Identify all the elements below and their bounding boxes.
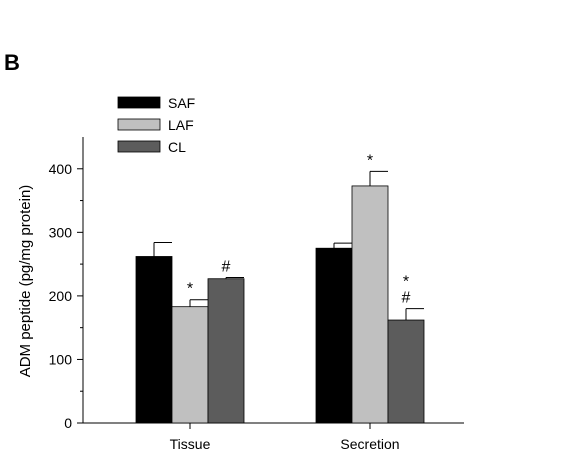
bar-saf-secretion xyxy=(315,247,353,424)
panel-letter: B xyxy=(4,50,20,75)
x-axis: Tissue Secretion xyxy=(83,422,464,452)
y-axis-label: ADM peptide (pg/mg protein) xyxy=(17,185,34,378)
legend: SAF LAF CL xyxy=(117,95,195,155)
significance-marker: * xyxy=(367,152,373,169)
legend-label-saf: SAF xyxy=(168,95,195,111)
legend-label-laf: LAF xyxy=(168,117,194,133)
y-tick-label: 0 xyxy=(64,415,72,431)
y-axis: 0 100 200 300 400 xyxy=(49,137,84,431)
significance-marker: # xyxy=(402,290,411,307)
x-tick-label: Secretion xyxy=(340,436,399,452)
y-tick-label: 100 xyxy=(49,351,73,367)
y-tick-label: 300 xyxy=(49,224,73,240)
significance-marker: * xyxy=(187,281,193,298)
bar-laf-secretion xyxy=(351,185,389,424)
legend-swatch-laf xyxy=(117,118,161,131)
bar-cl-tissue xyxy=(207,278,245,424)
x-tick-label: Tissue xyxy=(170,436,211,452)
significance-marker: * xyxy=(403,274,409,291)
bar-saf-tissue xyxy=(135,256,173,424)
legend-swatch-saf xyxy=(117,96,161,109)
y-tick-label: 400 xyxy=(49,161,73,177)
bar-cl-secretion xyxy=(387,319,425,424)
legend-swatch-cl xyxy=(117,140,161,153)
bars: *#**# xyxy=(135,152,425,424)
y-tick-label: 200 xyxy=(49,288,73,304)
significance-marker: # xyxy=(222,258,231,275)
legend-label-cl: CL xyxy=(168,139,186,155)
bar-laf-tissue xyxy=(171,306,209,424)
